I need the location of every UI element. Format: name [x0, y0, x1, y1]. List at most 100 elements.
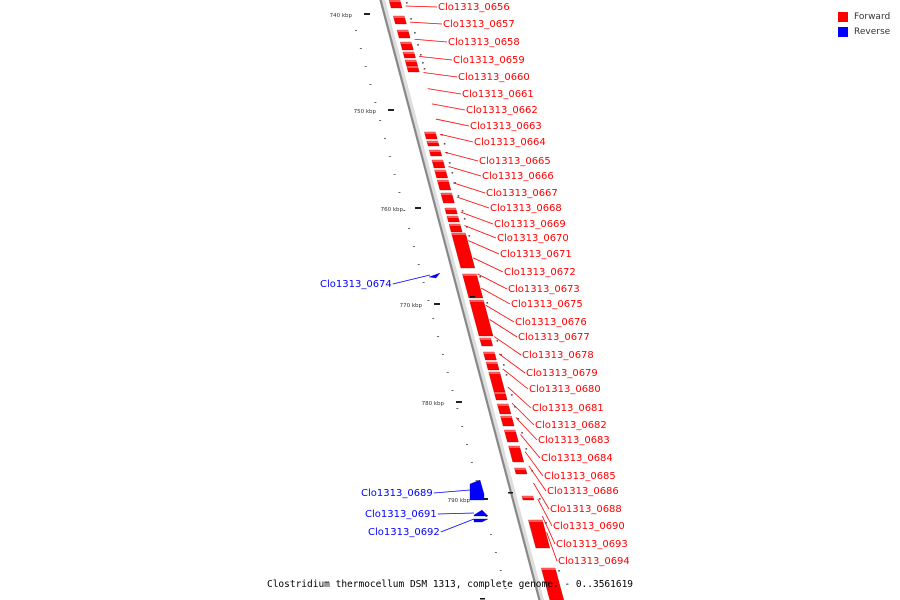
gene-clo1313_0691[interactable]: Clo1313_0691	[365, 509, 489, 520]
gene-clo1313_0688[interactable]: Clo1313_0688	[533, 482, 622, 515]
forward-gene-block[interactable]	[462, 273, 484, 299]
gene-clo1313_0694[interactable]: Clo1313_0694	[546, 532, 630, 567]
gene-label[interactable]: Clo1313_0663	[470, 121, 542, 132]
forward-gene-block[interactable]	[429, 149, 443, 157]
gene-clo1313_0682[interactable]: Clo1313_0682	[511, 402, 607, 431]
forward-gene-block[interactable]	[444, 207, 458, 215]
gene-clo1313_0664[interactable]: Clo1313_0664	[439, 133, 546, 148]
forward-gene-block[interactable]	[396, 29, 411, 39]
forward-gene-block-body[interactable]	[508, 445, 525, 463]
forward-gene-block-body[interactable]	[514, 467, 528, 475]
gene-label[interactable]: Clo1313_0657	[443, 19, 515, 30]
forward-gene-block[interactable]	[508, 445, 525, 463]
forward-gene-block[interactable]	[404, 59, 418, 67]
gene-label[interactable]: Clo1313_0673	[508, 284, 580, 295]
forward-gene-block-body[interactable]	[485, 361, 500, 371]
gene-label[interactable]: Clo1313_0668	[490, 203, 562, 214]
forward-gene-block-body[interactable]	[434, 169, 448, 179]
forward-gene-block-body[interactable]	[437, 179, 452, 191]
forward-gene-block[interactable]	[446, 215, 460, 223]
gene-label[interactable]: Clo1313_0660	[458, 72, 530, 83]
gene-clo1313_0692[interactable]: Clo1313_0692	[368, 518, 489, 538]
forward-gene-block-body[interactable]	[479, 337, 493, 347]
gene-clo1313_0665[interactable]: Clo1313_0665	[444, 151, 551, 167]
forward-gene-block-body[interactable]	[429, 149, 443, 157]
gene-label[interactable]: Clo1313_0679	[526, 368, 598, 379]
forward-gene-block[interactable]	[500, 415, 515, 427]
gene-label[interactable]: Clo1313_0680	[529, 384, 601, 395]
forward-gene-block-body[interactable]	[504, 429, 519, 443]
gene-clo1313_0675[interactable]: Clo1313_0675	[481, 287, 583, 310]
forward-gene-block[interactable]	[469, 299, 494, 337]
gene-clo1313_0670[interactable]: Clo1313_0670	[464, 225, 569, 244]
gene-label[interactable]: Clo1313_0685	[544, 471, 616, 482]
gene-label[interactable]: Clo1313_0683	[538, 435, 610, 446]
gene-clo1313_0674[interactable]: Clo1313_0674	[320, 272, 441, 290]
gene-clo1313_0693[interactable]: Clo1313_0693	[541, 515, 628, 550]
gene-label[interactable]: Clo1313_0670	[497, 233, 569, 244]
gene-clo1313_0673[interactable]: Clo1313_0673	[477, 273, 580, 295]
gene-clo1313_0658[interactable]: Clo1313_0658	[414, 37, 520, 48]
gene-label[interactable]: Clo1313_0666	[482, 171, 554, 182]
gene-clo1313_0689[interactable]: Clo1313_0689	[361, 479, 485, 501]
gene-label[interactable]: Clo1313_0676	[515, 317, 587, 328]
forward-gene-block-body[interactable]	[451, 232, 476, 269]
forward-gene-block-body[interactable]	[406, 65, 420, 73]
gene-label[interactable]: Clo1313_0674	[320, 279, 392, 290]
forward-gene-block[interactable]	[488, 371, 506, 393]
forward-gene-block-body[interactable]	[396, 29, 411, 39]
forward-gene-block-body[interactable]	[440, 192, 455, 204]
forward-gene-block[interactable]	[451, 232, 476, 269]
forward-gene-block-body[interactable]	[400, 41, 414, 51]
gene-label[interactable]: Clo1313_0690	[553, 521, 625, 532]
forward-gene-block-body[interactable]	[500, 415, 515, 427]
forward-gene-block[interactable]	[393, 15, 407, 25]
gene-label[interactable]: Clo1313_0662	[466, 105, 538, 116]
forward-gene-block-body[interactable]	[469, 299, 494, 337]
forward-gene-block[interactable]	[541, 567, 564, 600]
gene-label[interactable]: Clo1313_0684	[541, 453, 613, 464]
forward-gene-block-body[interactable]	[528, 519, 551, 549]
forward-gene-block[interactable]	[497, 403, 512, 415]
forward-gene-block-body[interactable]	[483, 351, 497, 361]
gene-clo1313_0681[interactable]: Clo1313_0681	[507, 386, 604, 414]
forward-gene-block[interactable]	[514, 467, 528, 475]
gene-clo1313_0666[interactable]: Clo1313_0666	[448, 166, 554, 182]
gene-clo1313_0667[interactable]: Clo1313_0667	[452, 182, 558, 199]
gene-label[interactable]: Clo1313_0664	[474, 137, 546, 148]
gene-label[interactable]: Clo1313_0692	[368, 527, 440, 538]
forward-gene-block-body[interactable]	[424, 131, 438, 140]
forward-gene-block[interactable]	[521, 495, 535, 501]
gene-clo1313_0680[interactable]: Clo1313_0680	[502, 368, 601, 395]
gene-clo1313_0684[interactable]: Clo1313_0684	[520, 434, 613, 464]
gene-label[interactable]: Clo1313_0658	[448, 37, 520, 48]
gene-label[interactable]: Clo1313_0672	[504, 267, 576, 278]
forward-gene-block[interactable]	[504, 429, 519, 443]
gene-label[interactable]: Clo1313_0693	[556, 539, 628, 550]
reverse-gene-glyph[interactable]	[473, 518, 489, 523]
forward-gene-block[interactable]	[485, 361, 500, 371]
forward-gene-block-body[interactable]	[402, 51, 416, 59]
forward-gene-block[interactable]	[400, 41, 414, 51]
gene-label[interactable]: Clo1313_0656	[438, 2, 510, 13]
gene-clo1313_0657[interactable]: Clo1313_0657	[409, 19, 515, 30]
gene-clo1313_0678[interactable]: Clo1313_0678	[493, 336, 594, 361]
gene-clo1313_0671[interactable]: Clo1313_0671	[468, 240, 572, 260]
forward-gene-block[interactable]	[528, 519, 551, 549]
forward-gene-block[interactable]	[402, 51, 416, 59]
gene-label[interactable]: Clo1313_0686	[547, 486, 619, 497]
reverse-gene-glyph[interactable]	[428, 272, 441, 279]
gene-label[interactable]: Clo1313_0677	[518, 332, 590, 343]
gene-label[interactable]: Clo1313_0667	[486, 188, 558, 199]
reverse-gene-glyph[interactable]	[469, 479, 485, 501]
gene-clo1313_0672[interactable]: Clo1313_0672	[472, 257, 576, 278]
gene-clo1313_0677[interactable]: Clo1313_0677	[489, 319, 590, 344]
gene-clo1313_0679[interactable]: Clo1313_0679	[498, 353, 598, 379]
forward-gene-block-body[interactable]	[431, 159, 446, 169]
forward-gene-block[interactable]	[388, 0, 403, 9]
forward-gene-block-body[interactable]	[521, 495, 535, 501]
forward-gene-block-body[interactable]	[444, 207, 458, 215]
forward-gene-block-body[interactable]	[426, 140, 440, 147]
forward-gene-block[interactable]	[426, 140, 440, 147]
gene-label[interactable]: Clo1313_0681	[532, 403, 604, 414]
